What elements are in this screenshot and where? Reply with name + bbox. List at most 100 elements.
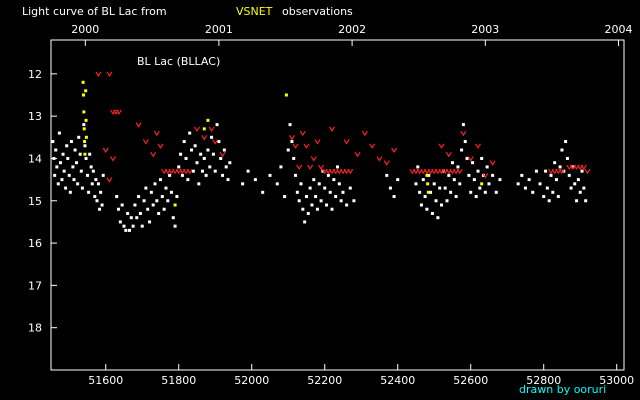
data-point xyxy=(95,199,99,203)
data-point xyxy=(323,186,327,190)
y-tick-label-4: 16 xyxy=(28,237,42,250)
upper-limit-mark xyxy=(347,168,354,175)
data-point xyxy=(51,140,55,144)
data-point xyxy=(177,165,181,169)
data-point xyxy=(292,156,296,160)
data-point xyxy=(396,178,400,182)
upper-limit-mark xyxy=(142,139,149,145)
data-point xyxy=(83,140,87,144)
data-point xyxy=(429,190,433,194)
data-point xyxy=(90,182,94,186)
data-point xyxy=(142,199,146,203)
data-point xyxy=(549,173,553,177)
data-point xyxy=(498,178,502,182)
data-point xyxy=(472,178,476,182)
data-point xyxy=(465,156,469,160)
data-point xyxy=(582,186,586,190)
data-point xyxy=(341,190,345,194)
data-point xyxy=(99,190,103,194)
upper-limit-mark xyxy=(482,173,489,179)
data-point xyxy=(173,203,177,207)
data-point xyxy=(538,182,542,186)
data-point xyxy=(217,140,221,144)
data-point xyxy=(197,182,201,186)
data-point xyxy=(440,203,444,207)
data-point xyxy=(283,195,287,199)
data-point xyxy=(328,190,332,194)
data-point xyxy=(575,199,579,203)
data-point xyxy=(144,186,148,190)
series-1 xyxy=(81,80,484,207)
data-point xyxy=(82,123,86,127)
data-point xyxy=(88,152,92,156)
data-point xyxy=(148,220,152,224)
data-point xyxy=(79,169,83,173)
upper-limit-mark xyxy=(307,164,314,171)
data-point xyxy=(158,178,162,182)
data-point xyxy=(94,178,98,182)
data-point xyxy=(443,186,447,190)
data-point xyxy=(487,182,491,186)
data-point xyxy=(84,89,88,93)
data-point xyxy=(83,152,87,156)
upper-limit-mark xyxy=(369,143,376,149)
data-point xyxy=(432,182,436,186)
left-y-axis: 12 13 14 15 16 17 18 xyxy=(28,68,57,335)
data-point xyxy=(120,203,124,207)
data-point xyxy=(228,161,232,165)
data-point xyxy=(551,190,555,194)
data-point xyxy=(447,173,451,177)
x-tick-label-6: 52800 xyxy=(526,374,561,387)
data-point xyxy=(202,156,206,160)
upper-limit-mark xyxy=(318,164,325,171)
upper-limit-mark xyxy=(329,126,336,132)
data-point xyxy=(58,161,62,165)
upper-limit-mark xyxy=(102,147,109,154)
data-point xyxy=(545,186,549,190)
data-point xyxy=(469,190,473,194)
data-point xyxy=(190,148,194,152)
data-point xyxy=(224,165,228,169)
data-point xyxy=(61,152,65,156)
data-point xyxy=(193,144,197,148)
year-label-4: 2004 xyxy=(605,23,633,36)
data-point xyxy=(491,173,495,177)
data-point xyxy=(124,228,128,232)
data-point xyxy=(564,140,568,144)
data-points xyxy=(51,71,591,232)
data-point xyxy=(571,165,575,169)
upper-limit-mark xyxy=(157,143,164,149)
data-point xyxy=(445,199,449,203)
data-point xyxy=(261,190,265,194)
data-point xyxy=(339,199,343,203)
data-point xyxy=(553,161,557,165)
data-point xyxy=(385,173,389,177)
data-point xyxy=(516,182,520,186)
data-point xyxy=(166,199,170,203)
data-point xyxy=(127,228,131,232)
y-tick-label-2: 14 xyxy=(28,152,42,165)
data-point xyxy=(452,178,456,182)
upper-limit-mark xyxy=(303,143,310,149)
x-tick-label-2: 52000 xyxy=(234,374,269,387)
data-point xyxy=(467,173,471,177)
data-point xyxy=(337,182,341,186)
upper-limit-mark xyxy=(292,143,299,149)
data-point xyxy=(414,182,418,186)
data-point xyxy=(138,211,142,215)
data-point xyxy=(56,182,60,186)
upper-limit-mark xyxy=(106,71,113,77)
data-point xyxy=(77,135,81,139)
data-point xyxy=(66,156,70,160)
data-point xyxy=(418,190,422,194)
data-point xyxy=(438,186,442,190)
data-point xyxy=(101,173,105,177)
data-point xyxy=(151,203,155,207)
data-point xyxy=(131,224,135,228)
data-point xyxy=(578,190,582,194)
credit-label: drawn by ooruri xyxy=(519,383,606,396)
data-point xyxy=(164,186,168,190)
upper-limit-mark xyxy=(445,151,452,158)
data-point xyxy=(226,178,230,182)
data-point xyxy=(140,224,144,228)
